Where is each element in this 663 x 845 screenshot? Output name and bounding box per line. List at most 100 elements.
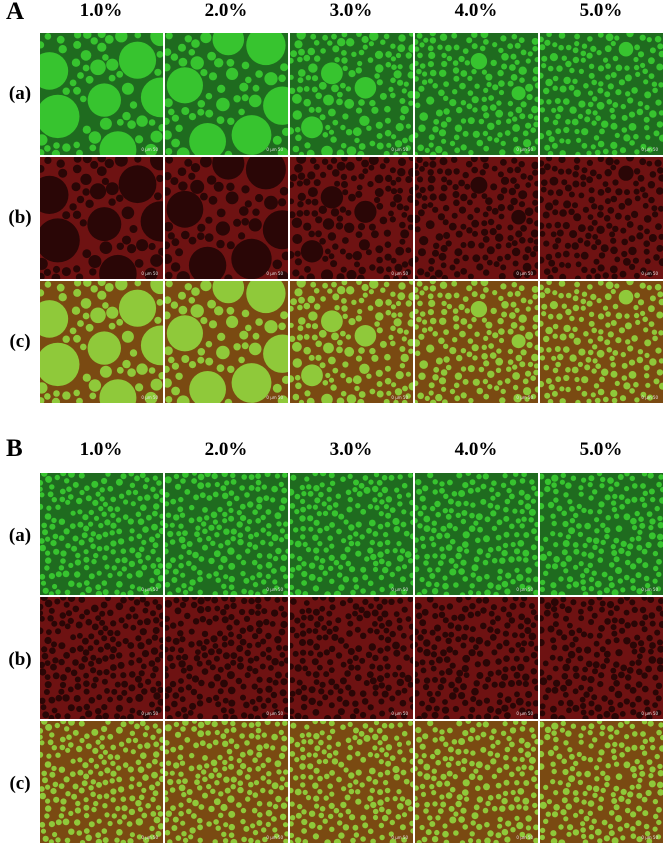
row-label: (b) bbox=[8, 649, 32, 670]
micrograph-merge: 0 μm 50 bbox=[165, 281, 288, 403]
micrograph-green: 0 μm 50 bbox=[540, 33, 663, 155]
scale-bar-label: 0 μm 50 bbox=[266, 711, 283, 716]
micrograph-green: 0 μm 50 bbox=[540, 473, 663, 595]
droplet-image bbox=[165, 721, 288, 843]
scale-bar-label: 0 μm 50 bbox=[641, 147, 658, 152]
scale-bar-label: 0 μm 50 bbox=[266, 147, 283, 152]
droplet-image bbox=[290, 597, 413, 719]
scale-bar-label: 0 μm 50 bbox=[141, 711, 158, 716]
micrograph-merge: 0 μm 50 bbox=[165, 721, 288, 843]
scale-bar-label: 0 μm 50 bbox=[641, 271, 658, 276]
micrograph-merge: 0 μm 50 bbox=[540, 721, 663, 843]
scale-bar-label: 0 μm 50 bbox=[266, 835, 283, 840]
droplet-image bbox=[40, 597, 163, 719]
micrograph-green: 0 μm 50 bbox=[415, 473, 538, 595]
micrograph-merge: 0 μm 50 bbox=[40, 721, 163, 843]
row-label: (c) bbox=[9, 331, 31, 352]
micrograph-merge: 0 μm 50 bbox=[290, 721, 413, 843]
droplet-image bbox=[40, 33, 163, 155]
droplet-image bbox=[415, 281, 538, 403]
droplet-image bbox=[165, 281, 288, 403]
micrograph-merge: 0 μm 50 bbox=[415, 281, 538, 403]
scale-bar-label: 0 μm 50 bbox=[516, 835, 533, 840]
micrograph-red: 0 μm 50 bbox=[415, 597, 538, 719]
droplet-image bbox=[540, 33, 663, 155]
micrograph-green: 0 μm 50 bbox=[290, 473, 413, 595]
scale-bar-label: 0 μm 50 bbox=[391, 271, 408, 276]
scale-bar-label: 0 μm 50 bbox=[516, 711, 533, 716]
scale-bar-label: 0 μm 50 bbox=[516, 147, 533, 152]
scale-bar-label: 0 μm 50 bbox=[266, 587, 283, 592]
scale-bar-label: 0 μm 50 bbox=[516, 395, 533, 400]
droplet-image bbox=[40, 281, 163, 403]
scale-bar-label: 0 μm 50 bbox=[266, 271, 283, 276]
scale-bar-label: 0 μm 50 bbox=[641, 395, 658, 400]
scale-bar-label: 0 μm 50 bbox=[391, 147, 408, 152]
droplet-image bbox=[40, 473, 163, 595]
micrograph-merge: 0 μm 50 bbox=[540, 281, 663, 403]
micrograph-green: 0 μm 50 bbox=[165, 33, 288, 155]
micrograph-merge: 0 μm 50 bbox=[40, 281, 163, 403]
droplet-image bbox=[165, 597, 288, 719]
micrograph-green: 0 μm 50 bbox=[40, 33, 163, 155]
row-label: (a) bbox=[8, 83, 32, 104]
droplet-image bbox=[415, 473, 538, 595]
droplet-image bbox=[290, 721, 413, 843]
droplet-image bbox=[540, 281, 663, 403]
droplet-image bbox=[415, 721, 538, 843]
row-label: (c) bbox=[9, 773, 31, 794]
scale-bar-label: 0 μm 50 bbox=[391, 835, 408, 840]
column-header: 5.0% bbox=[579, 0, 623, 21]
column-header: 4.0% bbox=[454, 0, 498, 21]
column-header: 3.0% bbox=[329, 0, 373, 21]
droplet-image bbox=[540, 597, 663, 719]
scale-bar-label: 0 μm 50 bbox=[266, 395, 283, 400]
droplet-image bbox=[540, 721, 663, 843]
droplet-image bbox=[165, 33, 288, 155]
scale-bar-label: 0 μm 50 bbox=[641, 835, 658, 840]
micrograph-green: 0 μm 50 bbox=[40, 473, 163, 595]
scale-bar-label: 0 μm 50 bbox=[141, 147, 158, 152]
scale-bar-label: 0 μm 50 bbox=[391, 587, 408, 592]
panel-a: A 1.0% 2.0% 3.0% 4.0% 5.0% (a) (b) (c) 0… bbox=[0, 0, 663, 410]
micrograph-red: 0 μm 50 bbox=[165, 597, 288, 719]
scale-bar-label: 0 μm 50 bbox=[141, 835, 158, 840]
scale-bar-label: 0 μm 50 bbox=[141, 587, 158, 592]
panel-letter: A bbox=[6, 0, 25, 25]
droplet-image bbox=[165, 157, 288, 279]
scale-bar-label: 0 μm 50 bbox=[141, 271, 158, 276]
micrograph-green: 0 μm 50 bbox=[290, 33, 413, 155]
micrograph-merge: 0 μm 50 bbox=[290, 281, 413, 403]
scale-bar-label: 0 μm 50 bbox=[641, 587, 658, 592]
droplet-image bbox=[290, 281, 413, 403]
droplet-image bbox=[540, 473, 663, 595]
column-header: 2.0% bbox=[204, 0, 248, 21]
scale-bar-label: 0 μm 50 bbox=[641, 711, 658, 716]
micrograph-red: 0 μm 50 bbox=[540, 597, 663, 719]
droplet-image bbox=[40, 157, 163, 279]
droplet-image bbox=[415, 33, 538, 155]
droplet-image bbox=[540, 157, 663, 279]
droplet-image bbox=[40, 721, 163, 843]
micrograph-red: 0 μm 50 bbox=[40, 597, 163, 719]
droplet-image bbox=[290, 33, 413, 155]
micrograph-merge: 0 μm 50 bbox=[415, 721, 538, 843]
scale-bar-label: 0 μm 50 bbox=[141, 395, 158, 400]
micrograph-red: 0 μm 50 bbox=[290, 597, 413, 719]
droplet-image bbox=[165, 473, 288, 595]
micrograph-red: 0 μm 50 bbox=[540, 157, 663, 279]
micrograph-green: 0 μm 50 bbox=[165, 473, 288, 595]
droplet-image bbox=[290, 473, 413, 595]
scale-bar-label: 0 μm 50 bbox=[516, 587, 533, 592]
column-header: 3.0% bbox=[329, 439, 373, 460]
droplet-image bbox=[290, 157, 413, 279]
scale-bar-label: 0 μm 50 bbox=[391, 711, 408, 716]
column-header: 4.0% bbox=[454, 439, 498, 460]
column-header: 2.0% bbox=[204, 439, 248, 460]
scale-bar-label: 0 μm 50 bbox=[516, 271, 533, 276]
panel-letter: B bbox=[6, 435, 23, 462]
column-header: 1.0% bbox=[79, 439, 123, 460]
droplet-image bbox=[415, 597, 538, 719]
row-label: (a) bbox=[8, 525, 32, 546]
micrograph-red: 0 μm 50 bbox=[290, 157, 413, 279]
